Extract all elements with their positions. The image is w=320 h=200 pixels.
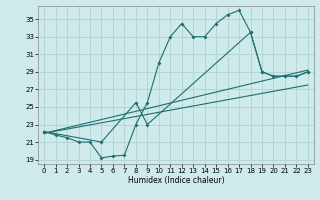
X-axis label: Humidex (Indice chaleur): Humidex (Indice chaleur) [128, 176, 224, 185]
